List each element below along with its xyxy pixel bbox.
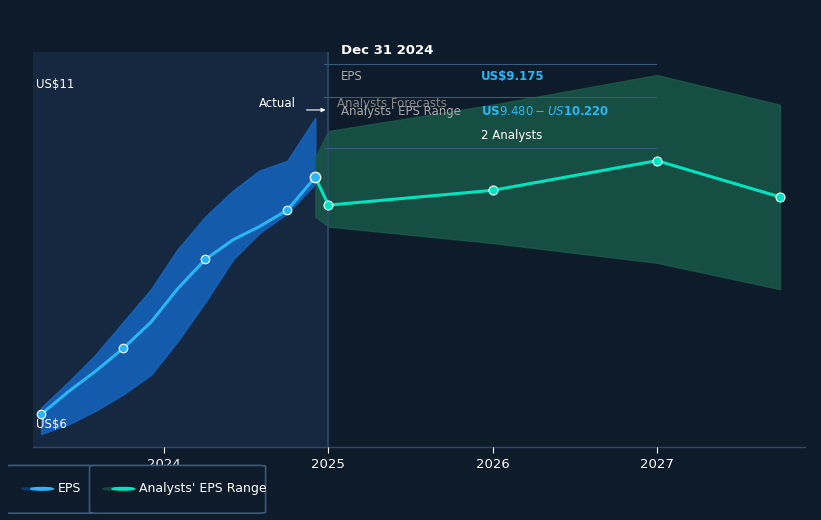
Point [34, 410, 48, 419]
Text: US$9.480 - US$10.220: US$9.480 - US$10.220 [480, 105, 609, 118]
Text: Analysts' EPS Range: Analysts' EPS Range [341, 105, 461, 118]
Circle shape [31, 488, 53, 490]
Point [309, 173, 322, 181]
FancyBboxPatch shape [89, 465, 266, 513]
Text: US$6: US$6 [36, 418, 67, 431]
Point [117, 344, 130, 353]
Point [281, 206, 294, 214]
Bar [33, 52, 328, 447]
Point [199, 255, 212, 264]
Circle shape [22, 488, 44, 490]
FancyBboxPatch shape [3, 465, 99, 513]
Circle shape [103, 488, 126, 490]
Text: US$11: US$11 [36, 79, 75, 92]
Point [486, 186, 499, 194]
Circle shape [112, 488, 135, 490]
Point [309, 173, 322, 181]
Text: Dec 31 2024: Dec 31 2024 [341, 44, 433, 57]
Text: EPS: EPS [57, 483, 81, 495]
Point [322, 201, 335, 210]
Text: EPS: EPS [341, 71, 363, 83]
Point [773, 193, 787, 201]
Text: Analysts Forecasts: Analysts Forecasts [337, 97, 447, 110]
Text: Analysts' EPS Range: Analysts' EPS Range [140, 483, 267, 495]
Text: 2 Analysts: 2 Analysts [480, 129, 542, 142]
Text: Actual: Actual [259, 97, 296, 110]
Text: US$9.175: US$9.175 [480, 71, 544, 83]
Point [650, 157, 663, 165]
